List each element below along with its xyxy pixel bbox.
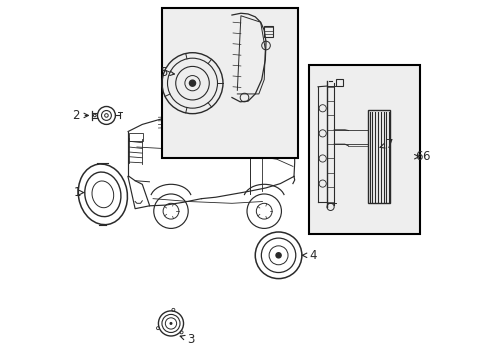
Text: 5: 5: [160, 66, 174, 79]
Bar: [367, 110, 389, 203]
Text: 1: 1: [74, 186, 84, 199]
Text: 7: 7: [379, 138, 393, 150]
Bar: [129, 133, 143, 140]
Bar: [162, 8, 298, 158]
Bar: [335, 79, 343, 86]
Bar: [308, 65, 419, 234]
Text: 6: 6: [422, 150, 429, 163]
Text: 3: 3: [180, 333, 194, 346]
Circle shape: [275, 253, 281, 258]
Text: 4: 4: [302, 249, 316, 262]
Text: 2: 2: [72, 109, 88, 122]
Bar: [264, 26, 273, 37]
Text: 6: 6: [414, 150, 422, 163]
Circle shape: [189, 80, 195, 86]
Circle shape: [169, 322, 172, 325]
